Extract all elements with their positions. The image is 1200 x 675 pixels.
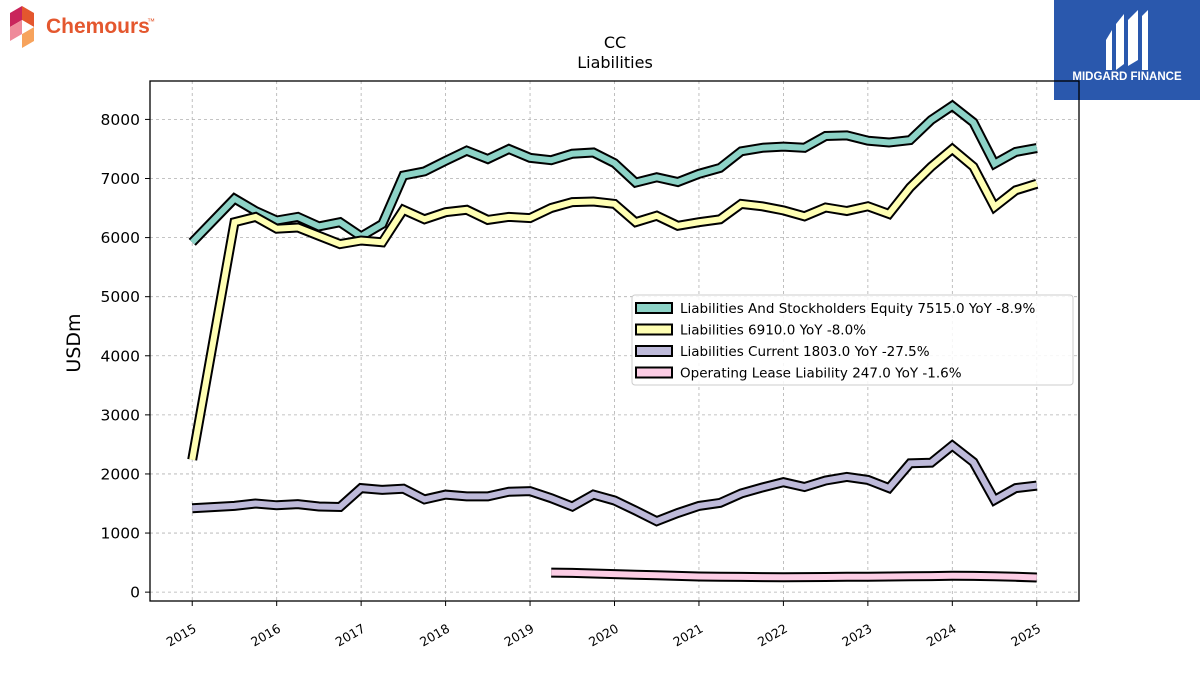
series-line: [189, 145, 1038, 461]
x-tick-label: 2016: [248, 621, 283, 650]
chemours-logo: Chemours ™: [4, 4, 174, 48]
x-axis-ticks: 2015 2016 2017 2018 2019 2020 2021 2022 2023 2024…: [164, 601, 1043, 650]
chemours-logo-text: Chemours: [46, 15, 150, 38]
legend-item: Operating Lease Liability 247.0 YoY -1.6…: [635, 366, 962, 382]
series-line: [551, 569, 1037, 581]
x-tick-label: 2025: [1008, 621, 1043, 650]
series-liabilities: [187, 142, 1039, 461]
midgard-logo-mark: MIDGARD FINANCE: [1072, 10, 1182, 83]
y-tick-label: 6000: [101, 229, 140, 247]
x-tick-label: 2017: [333, 621, 368, 650]
legend-label: Liabilities 6910.0 YoY -8.0%: [680, 323, 866, 339]
legend-label: Liabilities And Stockholders Equity 7515…: [680, 301, 1035, 317]
midgard-logo-text: MIDGARD FINANCE: [1072, 71, 1182, 83]
x-tick-label: 2015: [164, 621, 199, 650]
y-tick-label: 3000: [101, 406, 140, 424]
chemours-logo-tm: ™: [147, 17, 155, 26]
x-tick-label: 2023: [839, 621, 874, 650]
y-tick-label: 8000: [101, 111, 140, 129]
y-tick-label: 2000: [101, 465, 140, 483]
legend-swatch: [635, 345, 673, 357]
series-line: [192, 441, 1038, 525]
y-tick-label: 0: [130, 584, 140, 602]
legend-item: Liabilities Current 1803.0 YoY -27.5%: [635, 344, 930, 360]
midgard-emblem-icon: [1106, 10, 1148, 70]
series-liabilities-current: [191, 439, 1038, 527]
hexagon-icon: [10, 6, 34, 48]
chart-legend: Liabilities And Stockholders Equity 7515…: [631, 294, 1074, 386]
series-line: [190, 102, 1038, 245]
series-operating-lease-liability: [551, 567, 1037, 583]
y-tick-label: 4000: [101, 347, 140, 365]
y-axis-label: USDm: [63, 313, 85, 372]
x-tick-label: 2018: [417, 621, 452, 650]
chemours-logo-mark: Chemours ™: [10, 6, 155, 48]
x-tick-label: 2019: [501, 621, 536, 650]
x-tick-label: 2021: [670, 621, 705, 650]
legend-box: [631, 294, 1074, 386]
legend-item: Liabilities And Stockholders Equity 7515…: [635, 301, 1035, 317]
legend-swatch: [635, 323, 673, 336]
y-tick-label: 5000: [101, 288, 140, 306]
x-tick-label: 2020: [586, 621, 621, 650]
y-tick-label: 7000: [101, 170, 140, 188]
x-tick-label: 2024: [924, 621, 959, 650]
midgard-finance-logo: MIDGARD FINANCE: [1054, 0, 1200, 100]
y-axis-ticks: 0 1000 2000 3000 4000 5000 6000 7000 8000: [101, 111, 150, 602]
series-layer: [187, 99, 1039, 583]
y-tick-label: 1000: [101, 525, 140, 543]
chart-subtitle: Liabilities: [577, 53, 653, 72]
chart-title: CC: [604, 33, 626, 52]
legend-swatch: [635, 302, 673, 314]
legend-label: Liabilities Current 1803.0 YoY -27.5%: [680, 344, 930, 360]
legend-item: Liabilities 6910.0 YoY -8.0%: [635, 323, 866, 339]
series-liabilities-and-stockholders-equity: [188, 99, 1038, 246]
legend-label: Operating Lease Liability 247.0 YoY -1.6…: [680, 366, 962, 382]
x-tick-label: 2022: [755, 621, 790, 650]
legend-swatch: [635, 366, 673, 379]
